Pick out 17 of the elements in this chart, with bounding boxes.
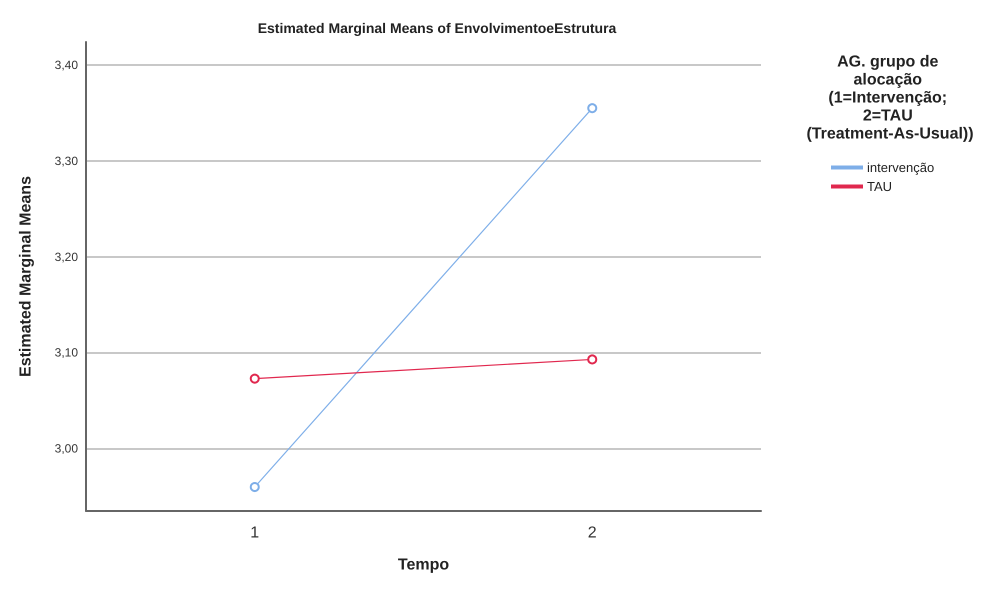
y-tick-label: 3,00: [54, 442, 78, 456]
point: [250, 482, 260, 492]
legend-title: AG. grupo de alocação (1=Intervenção; 2=TAU (Treatment-As-Usual)): [806, 54, 974, 142]
y-tick-label: 3,30: [54, 154, 78, 168]
chart-title: Estimated Marginal Means of EnvolvimentoeEstrutura: [258, 20, 617, 36]
legend-label: TAU: [867, 179, 892, 194]
x-tick-label: 2: [588, 524, 597, 542]
y-tick-label: 3,40: [54, 58, 78, 72]
y-tick-label: 3,10: [54, 346, 78, 360]
legend-label: intervenção: [867, 160, 934, 175]
x-tick-label: 1: [250, 524, 260, 542]
y-tick-label: 3,20: [54, 250, 78, 264]
y-axis-title: Estimated Marginal Means: [18, 176, 34, 377]
point: [250, 374, 260, 384]
point: [587, 103, 598, 114]
point: [587, 354, 598, 364]
x-axis-title: Tempo: [398, 556, 450, 574]
